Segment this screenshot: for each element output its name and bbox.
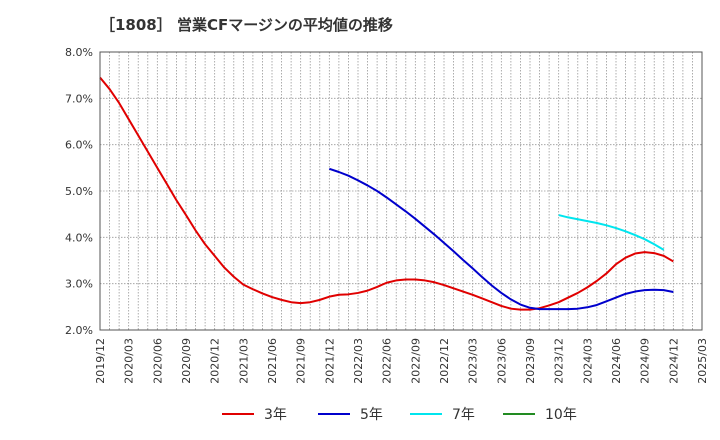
legend-label: 7年 (452, 407, 475, 423)
x-tick-label: 2020/09 (180, 338, 193, 384)
x-tick-label: 2019/12 (94, 338, 107, 384)
x-tick-label: 2024/09 (639, 338, 652, 384)
x-tick-labels: 2019/12 2020/03 2020/06 2020/09 2020/12 2021/… (94, 338, 709, 384)
x-tick-label: 2022/06 (381, 338, 394, 384)
y-tick-label: 3.0% (65, 278, 93, 291)
x-tick-label: 2020/06 (151, 338, 164, 384)
legend-item: 10年 (503, 407, 577, 423)
legend-item: 3年 (222, 407, 287, 423)
series-line-3年 (99, 76, 674, 311)
legend: 3年 5年 7年 10年 (222, 407, 577, 423)
x-tick-label: 2024/03 (581, 338, 594, 384)
x-tick-label: 2025/03 (696, 338, 709, 384)
y-tick-label: 4.0% (65, 231, 93, 244)
legend-item: 7年 (410, 407, 475, 423)
legend-item: 5年 (318, 407, 383, 423)
x-tick-label: 2021/03 (237, 338, 250, 384)
plot-frame (99, 51, 703, 331)
y-gridlines (100, 97, 702, 285)
x-tick-label: 2022/09 (409, 338, 422, 384)
x-tick-label: 2021/09 (295, 338, 308, 384)
x-tick-label: 2024/12 (667, 338, 680, 384)
series-line-5年 (329, 167, 674, 311)
y-tick-label: 2.0% (65, 324, 93, 337)
y-tick-label: 6.0% (65, 139, 93, 152)
legend-label: 3年 (264, 407, 287, 423)
x-tick-label: 2022/12 (438, 338, 451, 384)
y-tick-label: 8.0% (65, 46, 93, 59)
y-tick-label: 5.0% (65, 185, 93, 198)
series-lines (99, 76, 674, 311)
x-tick-label: 2024/06 (610, 338, 623, 384)
x-tick-label: 2020/03 (123, 338, 136, 384)
y-tick-label: 7.0% (65, 92, 93, 105)
series-line-7年 (558, 214, 665, 251)
x-tick-label: 2020/12 (209, 338, 222, 384)
x-tick-label: 2021/12 (323, 338, 336, 384)
y-tick-labels: 2.0% 3.0% 4.0% 5.0% 6.0% 7.0% 8.0% (65, 46, 93, 337)
x-tick-label: 2022/03 (352, 338, 365, 384)
x-tick-label: 2023/09 (524, 338, 537, 384)
legend-label: 10年 (545, 407, 577, 423)
chart-title: ［1808］ 営業CFマージンの平均値の推移 (100, 16, 393, 34)
legend-label: 5年 (360, 407, 383, 423)
x-tick-label: 2021/06 (266, 338, 279, 384)
x-tick-label: 2023/06 (495, 338, 508, 384)
x-tick-label: 2023/03 (467, 338, 480, 384)
x-tick-label: 2023/12 (553, 338, 566, 384)
